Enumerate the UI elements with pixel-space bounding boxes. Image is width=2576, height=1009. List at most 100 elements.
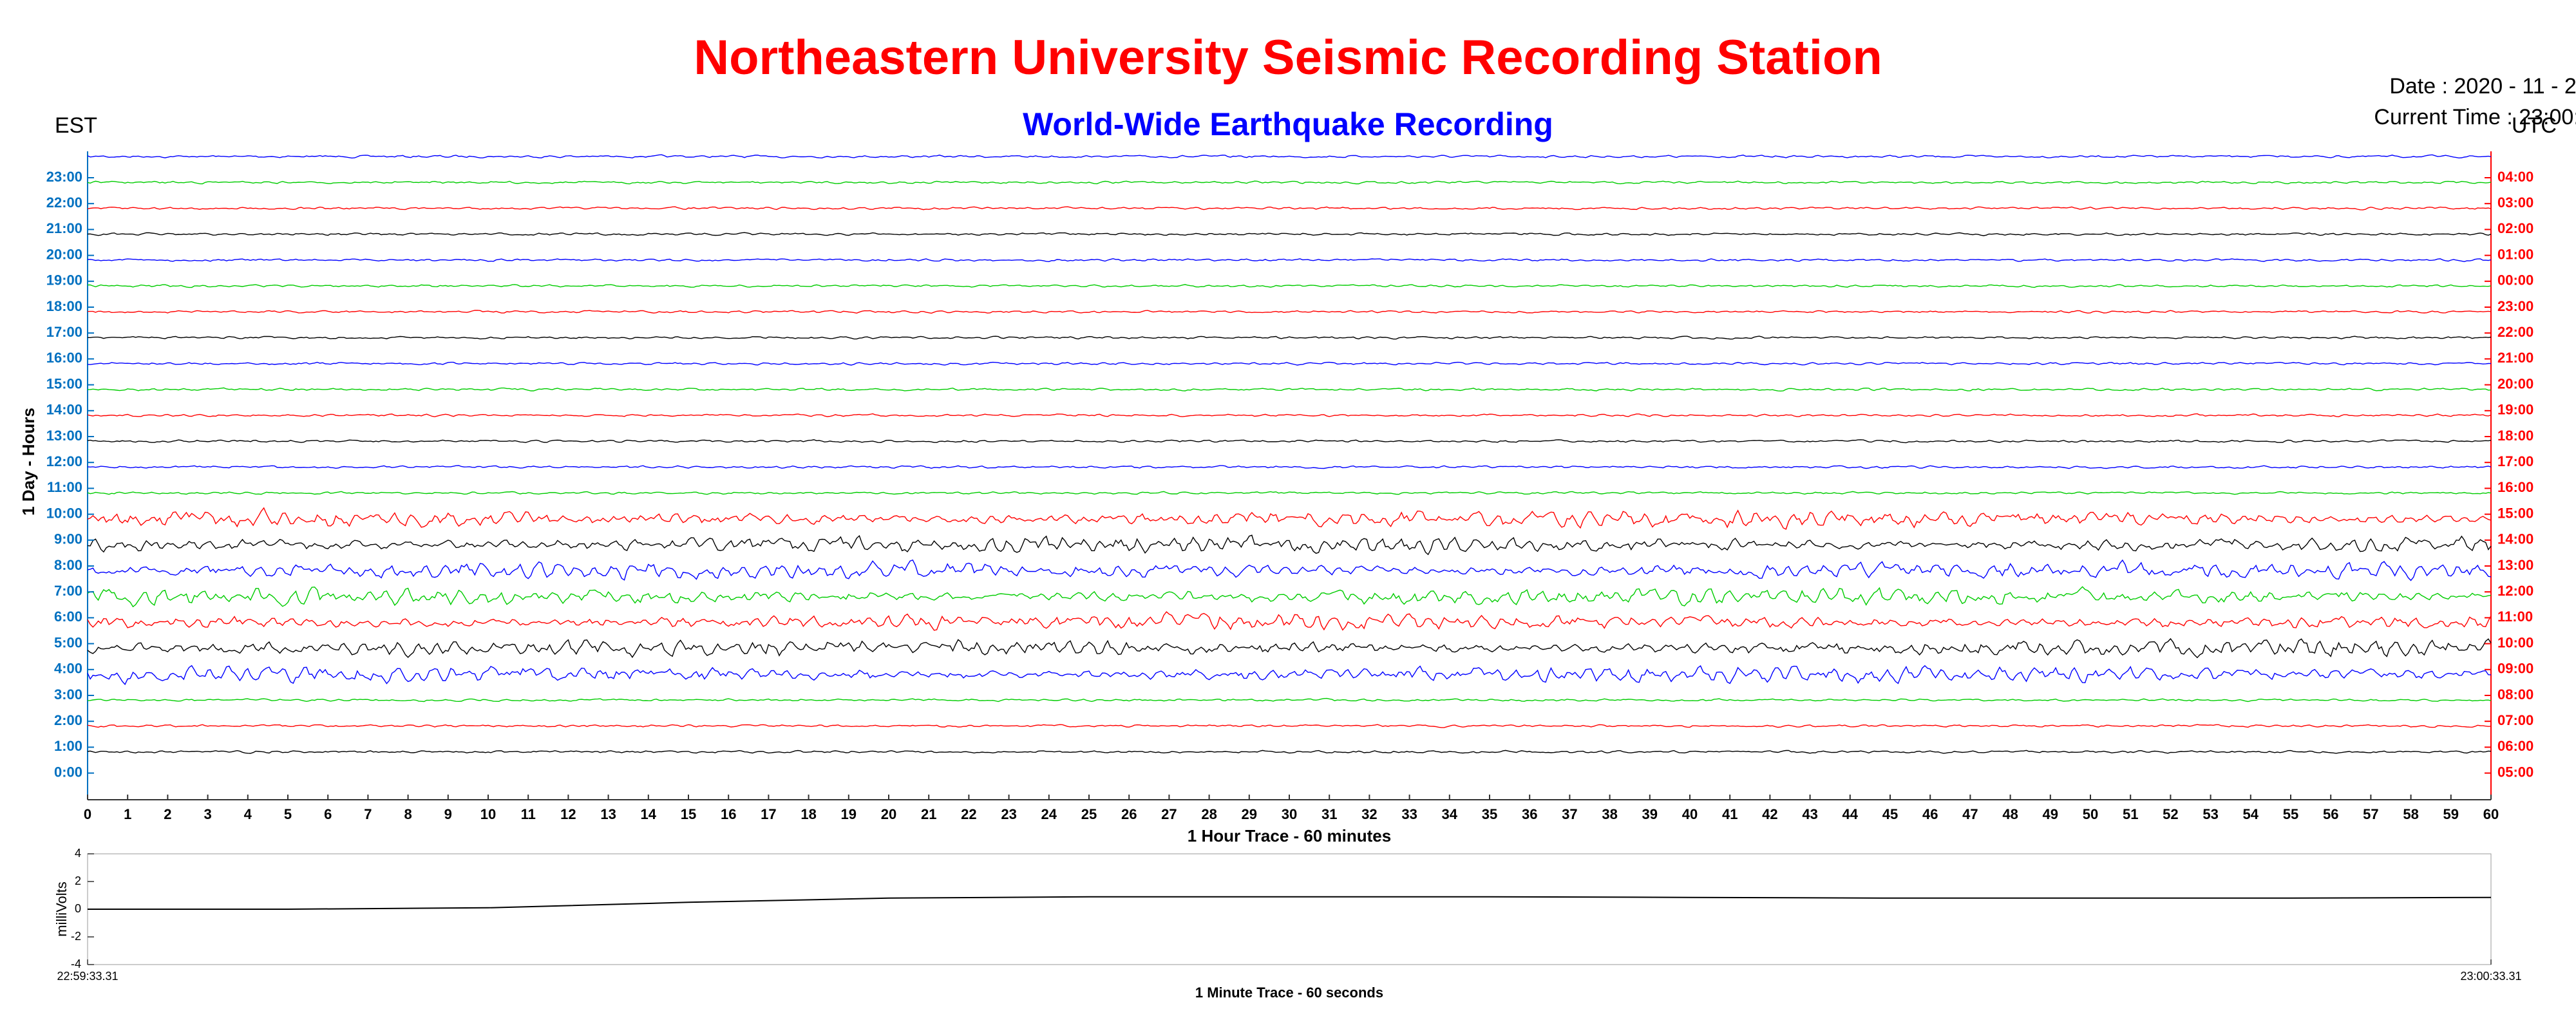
utc-tick-label: 08:00 xyxy=(2497,686,2533,703)
utc-tick-label: 06:00 xyxy=(2497,738,2533,754)
x-tick-label: 35 xyxy=(1482,806,1497,822)
x-tick-label: 34 xyxy=(1442,806,1458,822)
est-tick-label: 13:00 xyxy=(46,428,82,444)
trace xyxy=(87,361,2492,366)
minute-x-tick-label: 23:00:33.31 xyxy=(2460,970,2521,983)
est-tick-label: 18:00 xyxy=(46,298,82,314)
x-tick-label: 3 xyxy=(204,806,211,822)
utc-tick-label: 22:00 xyxy=(2497,324,2533,340)
x-tick-label: 13 xyxy=(600,806,616,822)
x-tick-label: 26 xyxy=(1121,806,1137,822)
est-tick-label: 20:00 xyxy=(46,246,82,262)
utc-tick-label: 20:00 xyxy=(2497,375,2533,391)
est-tick-label: 4:00 xyxy=(54,661,82,677)
utc-tick-label: 05:00 xyxy=(2497,764,2533,780)
est-tick-label: 10:00 xyxy=(46,505,82,521)
x-tick-label: 10 xyxy=(480,806,496,822)
x-tick-label: 40 xyxy=(1682,806,1698,822)
utc-tick-label: 10:00 xyxy=(2497,634,2533,650)
trace xyxy=(87,750,2492,754)
trace xyxy=(87,665,2492,686)
est-tick-label: 14:00 xyxy=(46,402,82,418)
est-tick-label: 23:00 xyxy=(46,169,82,185)
x-tick-label: 30 xyxy=(1282,806,1297,822)
trace xyxy=(87,206,2492,211)
x-tick-label: 59 xyxy=(2443,806,2459,822)
x-tick-label: 9 xyxy=(444,806,452,822)
utc-tick-label: 15:00 xyxy=(2497,505,2533,521)
x-tick-label: 56 xyxy=(2323,806,2338,822)
x-tick-label: 16 xyxy=(721,806,736,822)
utc-tick-label: 14:00 xyxy=(2497,531,2533,547)
x-tick-label: 28 xyxy=(1201,806,1217,822)
x-tick-label: 50 xyxy=(2083,806,2098,822)
y-axis-label: 1 Day - Hours xyxy=(19,408,38,516)
x-tick-label: 31 xyxy=(1321,806,1337,822)
x-axis-label: 1 Hour Trace - 60 minutes xyxy=(1188,826,1391,845)
x-tick-label: 33 xyxy=(1401,806,1417,822)
x-tick-label: 42 xyxy=(1762,806,1777,822)
x-tick-label: 37 xyxy=(1562,806,1577,822)
x-tick-label: 57 xyxy=(2363,806,2378,822)
x-tick-label: 32 xyxy=(1361,806,1377,822)
est-tick-label: 22:00 xyxy=(46,194,82,211)
x-tick-label: 43 xyxy=(1802,806,1817,822)
est-tick-label: 0:00 xyxy=(54,764,82,780)
x-tick-label: 45 xyxy=(1882,806,1898,822)
est-tick-label: 15:00 xyxy=(46,375,82,391)
est-tick-label: 7:00 xyxy=(54,583,82,599)
utc-tick-label: 18:00 xyxy=(2497,428,2533,444)
title: Northeastern University Seismic Recordin… xyxy=(694,30,1882,85)
trace xyxy=(87,180,2492,185)
x-tick-label: 47 xyxy=(1962,806,1978,822)
trace xyxy=(87,154,2492,159)
x-tick-label: 38 xyxy=(1602,806,1617,822)
trace xyxy=(87,534,2492,556)
est-tick-label: 12:00 xyxy=(46,453,82,469)
utc-tick-label: 21:00 xyxy=(2497,350,2533,366)
est-tick-label: 11:00 xyxy=(47,479,82,495)
est-tick-label: 17:00 xyxy=(46,324,82,340)
x-tick-label: 4 xyxy=(244,806,252,822)
x-tick-label: 53 xyxy=(2202,806,2218,822)
x-tick-label: 7 xyxy=(364,806,372,822)
current-time: Current Time : 23:00:34 xyxy=(2374,105,2576,129)
x-tick-label: 5 xyxy=(284,806,292,822)
trace xyxy=(87,507,2492,530)
trace xyxy=(87,413,2492,417)
x-tick-label: 15 xyxy=(681,806,696,822)
utc-tick-label: 04:00 xyxy=(2497,169,2533,185)
trace xyxy=(87,697,2492,703)
mv-tick-label: -4 xyxy=(71,957,81,970)
x-tick-label: 11 xyxy=(521,806,536,822)
est-tick-label: 19:00 xyxy=(46,272,82,288)
utc-tick-label: 09:00 xyxy=(2497,661,2533,677)
est-tick-label: 6:00 xyxy=(54,608,82,625)
x-tick-label: 6 xyxy=(324,806,332,822)
utc-tick-label: 19:00 xyxy=(2497,402,2533,418)
trace xyxy=(87,284,2492,288)
trace xyxy=(87,335,2492,340)
utc-tick-label: 16:00 xyxy=(2497,479,2533,495)
x-tick-label: 27 xyxy=(1161,806,1177,822)
x-tick-label: 51 xyxy=(2123,806,2138,822)
x-tick-label: 52 xyxy=(2163,806,2178,822)
trace xyxy=(87,258,2492,263)
est-tick-label: 8:00 xyxy=(54,557,82,573)
utc-tick-label: 23:00 xyxy=(2497,298,2533,314)
minute-x-label: 1 Minute Trace - 60 seconds xyxy=(1195,985,1383,1001)
trace xyxy=(87,724,2492,728)
x-tick-label: 25 xyxy=(1081,806,1097,822)
mv-tick-label: 0 xyxy=(75,902,81,915)
x-tick-label: 60 xyxy=(2483,806,2499,822)
trace xyxy=(87,491,2492,495)
mv-tick-label: 4 xyxy=(75,847,81,860)
est-tick-label: 1:00 xyxy=(54,738,82,754)
mv-axis-label: milliVolts xyxy=(53,882,70,937)
trace xyxy=(87,465,2492,469)
mv-tick-label: -2 xyxy=(71,930,81,943)
x-tick-label: 17 xyxy=(761,806,776,822)
mv-tick-label: 2 xyxy=(75,874,81,887)
x-tick-label: 54 xyxy=(2243,806,2259,822)
